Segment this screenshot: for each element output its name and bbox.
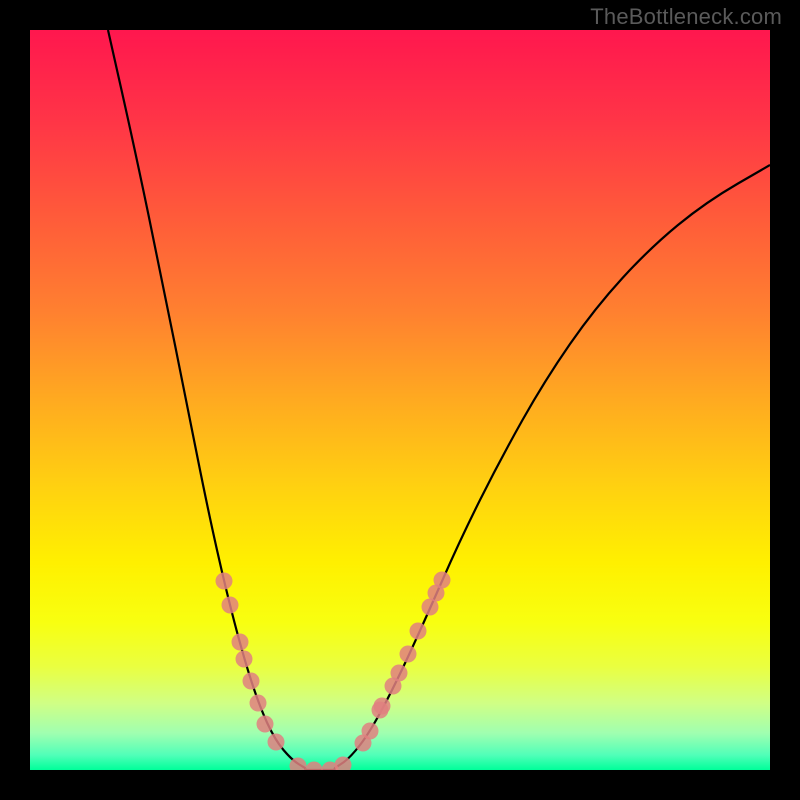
data-marker (216, 573, 233, 590)
data-marker (410, 623, 427, 640)
data-marker (374, 698, 391, 715)
data-marker (434, 572, 451, 589)
watermark-text: TheBottleneck.com (590, 4, 782, 30)
data-marker (232, 634, 249, 651)
data-marker (222, 597, 239, 614)
data-marker (257, 716, 274, 733)
chart-plot-area (30, 30, 770, 770)
data-marker (250, 695, 267, 712)
data-marker (391, 665, 408, 682)
data-marker (243, 673, 260, 690)
data-marker (268, 734, 285, 751)
chart-background (30, 30, 770, 770)
data-marker (236, 651, 253, 668)
data-marker (400, 646, 417, 663)
data-marker (362, 723, 379, 740)
chart-svg (30, 30, 770, 770)
